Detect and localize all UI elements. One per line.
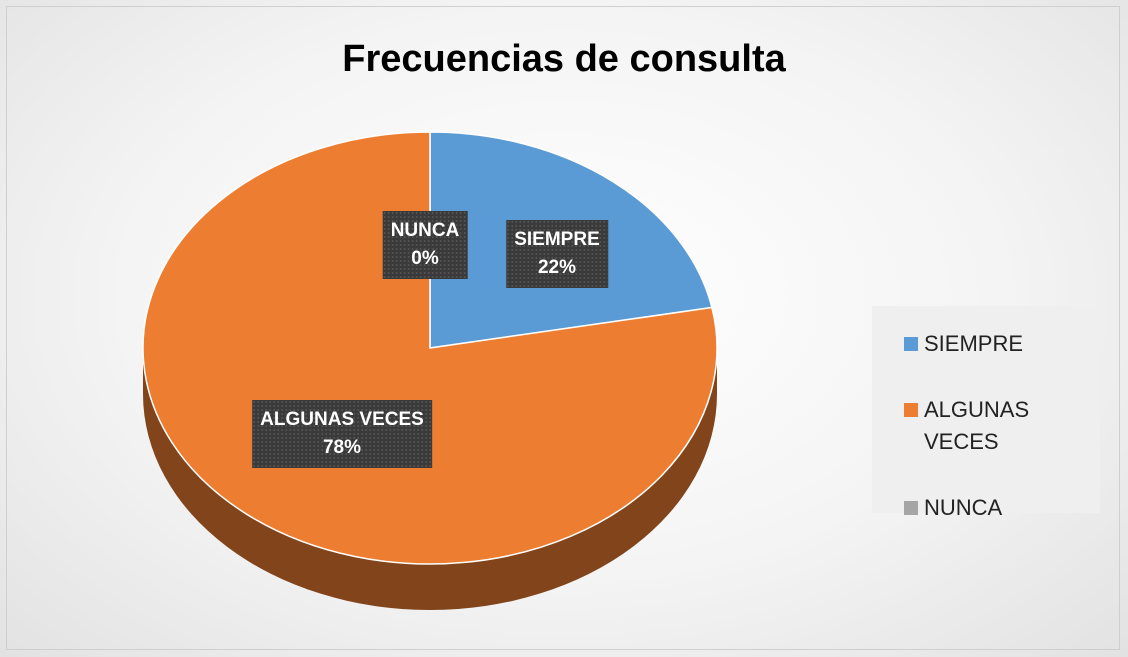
data-label: SIEMPRE 22%	[506, 220, 608, 288]
data-label: ALGUNAS VECES 78%	[252, 400, 432, 468]
legend-swatch	[904, 337, 918, 351]
legend-item: NUNCA	[904, 492, 1094, 524]
chart-border	[6, 6, 1120, 650]
data-label: NUNCA 0%	[382, 211, 468, 279]
legend-item: ALGUNAS VECES	[904, 394, 1094, 458]
legend-label: NUNCA	[924, 495, 1003, 520]
legend-item: SIEMPRE	[904, 328, 1094, 360]
legend-label: ALGUNAS VECES	[924, 397, 1030, 454]
legend-label: SIEMPRE	[924, 331, 1024, 356]
pie-side	[143, 348, 717, 610]
chart-title: Frecuencias de consulta	[342, 38, 786, 80]
data-label-value: 0%	[411, 248, 439, 269]
data-label-value: 78%	[322, 437, 362, 458]
legend-swatch	[904, 403, 918, 417]
legend: SIEMPRE ALGUNAS VECES NUNCA	[872, 306, 1100, 520]
data-label-value: 22%	[537, 257, 577, 278]
legend-swatch	[904, 501, 918, 515]
data-label-name: SIEMPRE	[514, 229, 600, 250]
data-label-name: NUNCA	[390, 220, 460, 241]
data-label-name: ALGUNAS VECES	[260, 409, 424, 430]
